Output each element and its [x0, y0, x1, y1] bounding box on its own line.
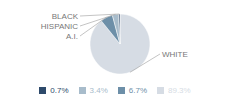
- svg-text:WHITE: WHITE: [162, 50, 188, 59]
- html-text:0.7%: 0.7%: [50, 86, 69, 95]
- html-text:89.3%: 89.3%: [168, 86, 191, 95]
- svg-text:A.I.: A.I.: [66, 32, 78, 41]
- html-text:6.7%: 6.7%: [128, 86, 147, 95]
- svg-text:HISPANIC: HISPANIC: [41, 22, 78, 31]
- svg-text:BLACK: BLACK: [52, 12, 79, 21]
- html-text:3.4%: 3.4%: [89, 86, 108, 95]
